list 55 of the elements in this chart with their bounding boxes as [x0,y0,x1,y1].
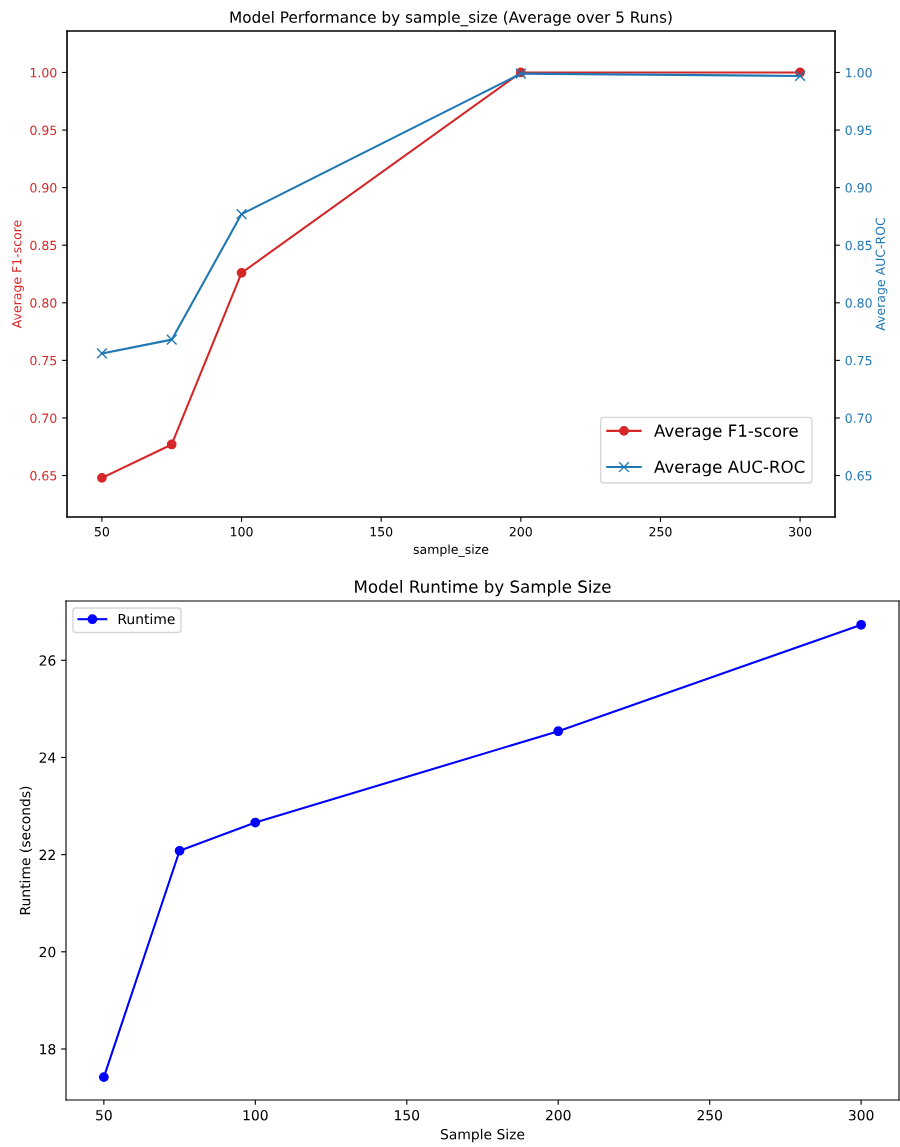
point [174,845,185,856]
y2-tick-label: 0.80 [845,298,872,308]
x-tick-label: 150 [370,526,393,537]
y2-tick-label: 0.65 [845,471,872,481]
y-tick-label: 18 [40,1043,56,1055]
y-axis-title: Average F1-score [12,220,24,329]
y-tick-label: 22 [39,849,55,860]
x-axis-title: sample_size [413,544,489,557]
x-tick-label: 50 [94,526,110,537]
point [236,267,247,278]
x-tick-label: 50 [96,1109,112,1121]
y2-tick-label: 0.70 [845,413,872,423]
y-tick-label: 1.00 [30,67,57,78]
x-tick-label: 250 [649,526,672,537]
y2-tick-label: 1.00 [846,67,872,78]
point [553,726,564,737]
x-tick-label: 250 [697,1109,723,1121]
y-tick-label: 26 [39,655,56,666]
point [99,1072,109,1083]
x-tick-label: 300 [789,526,812,537]
y-tick-label: 0.80 [30,298,57,308]
x-tick-label: 150 [395,1109,420,1121]
point [166,439,177,450]
legend-label: Average F1-score [654,424,798,441]
point [235,208,248,220]
y-tick-label: 0.90 [30,183,57,193]
y2-tick-label: 0.85 [845,240,872,251]
y2-axis-title: Average AUC-ROC [875,217,888,331]
point [96,347,108,360]
legend-label: Average AUC-ROC [654,460,805,477]
x-tick-label: 200 [509,526,532,537]
y-tick-label: 0.95 [30,125,57,135]
x-tick-label: 100 [243,1109,268,1121]
x-tick-label: 200 [545,1109,571,1121]
chart-title: Model Runtime by Sample Size [355,580,611,597]
y2-tick-label: 0.90 [845,183,872,193]
x-axis-title: Sample Size [440,1128,525,1143]
legend-label: Runtime [118,613,175,625]
y-tick-label: 0.65 [30,471,57,481]
point [250,817,261,828]
y-tick-label: 0.85 [30,240,57,251]
y-tick-label: 24 [39,752,56,763]
point [794,70,806,82]
y-tick-label: 0.75 [30,355,57,366]
x-tick-label: 300 [848,1109,874,1121]
point [856,619,866,630]
chart-title: Model Performance by sample_size (Average over 5 Runs) [230,11,672,27]
y2-tick-label: 0.95 [845,125,872,135]
x-tick-label: 100 [230,526,253,537]
point [166,334,178,346]
y2-tick-label: 0.75 [845,355,872,366]
point [97,472,107,483]
y-tick-label: 0.70 [30,413,57,423]
y-tick-label: 20 [39,946,56,958]
y-axis-title: Runtime (seconds) [19,786,32,915]
